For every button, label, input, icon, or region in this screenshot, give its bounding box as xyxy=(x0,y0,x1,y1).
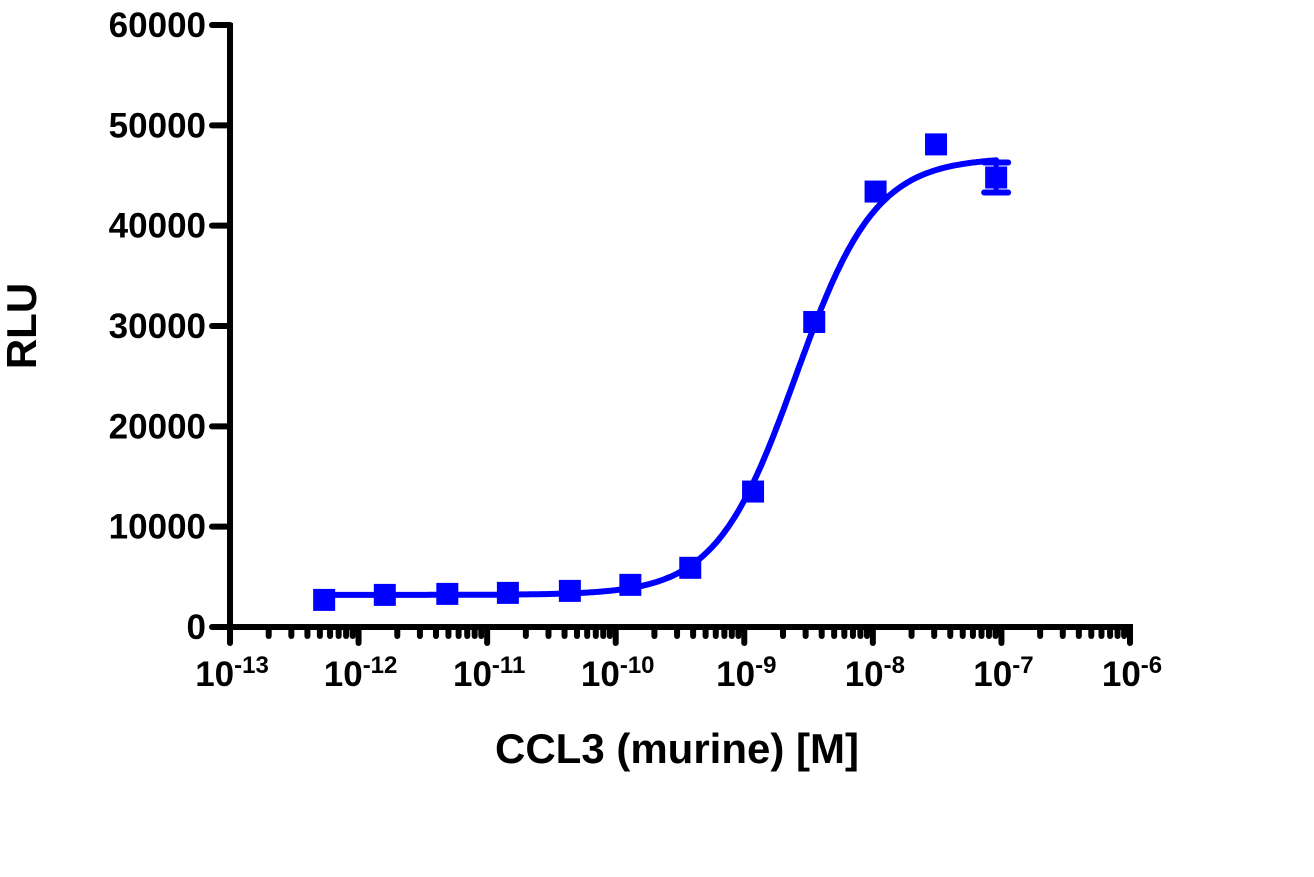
x-tick-label: 10-6 xyxy=(1102,652,1162,694)
x-axis-title: CCL3 (murine) [M] xyxy=(495,725,859,772)
x-tick-label: 10-12 xyxy=(324,652,398,694)
data-point xyxy=(436,582,459,605)
data-point xyxy=(313,588,336,611)
data-points-layer xyxy=(313,133,1012,611)
y-tick-label: 30000 xyxy=(109,307,206,346)
fit-curve-layer xyxy=(321,157,1000,598)
data-point xyxy=(803,310,826,333)
data-point xyxy=(679,556,702,579)
data-point xyxy=(742,480,765,503)
y-tick-label: 20000 xyxy=(109,407,206,446)
x-tick-label: 10-13 xyxy=(195,652,269,694)
x-tick-label: 10-11 xyxy=(453,652,525,694)
y-tick-label: 0 xyxy=(187,608,206,647)
axes: 0 10000 20000 30000 40000 50000 60000 10-13 10-1… xyxy=(109,6,1162,694)
y-tick-label: 10000 xyxy=(109,508,206,547)
data-point xyxy=(373,583,396,606)
y-tick-label: 40000 xyxy=(109,207,206,246)
x-tick-label: 10-9 xyxy=(716,652,776,694)
data-point xyxy=(985,166,1008,189)
x-tick-label: 10-7 xyxy=(973,652,1033,694)
x-tick-label: 10-8 xyxy=(845,652,905,694)
y-axis-title: RLU xyxy=(0,283,45,369)
data-point xyxy=(619,573,642,596)
data-point xyxy=(864,180,887,203)
y-tick-label: 60000 xyxy=(109,6,206,45)
data-point xyxy=(925,133,948,156)
y-tick-label: 50000 xyxy=(109,106,206,145)
data-point xyxy=(496,581,519,604)
x-tick-label: 10-10 xyxy=(581,652,655,694)
fit-curve xyxy=(321,157,1000,598)
data-point xyxy=(558,579,581,602)
